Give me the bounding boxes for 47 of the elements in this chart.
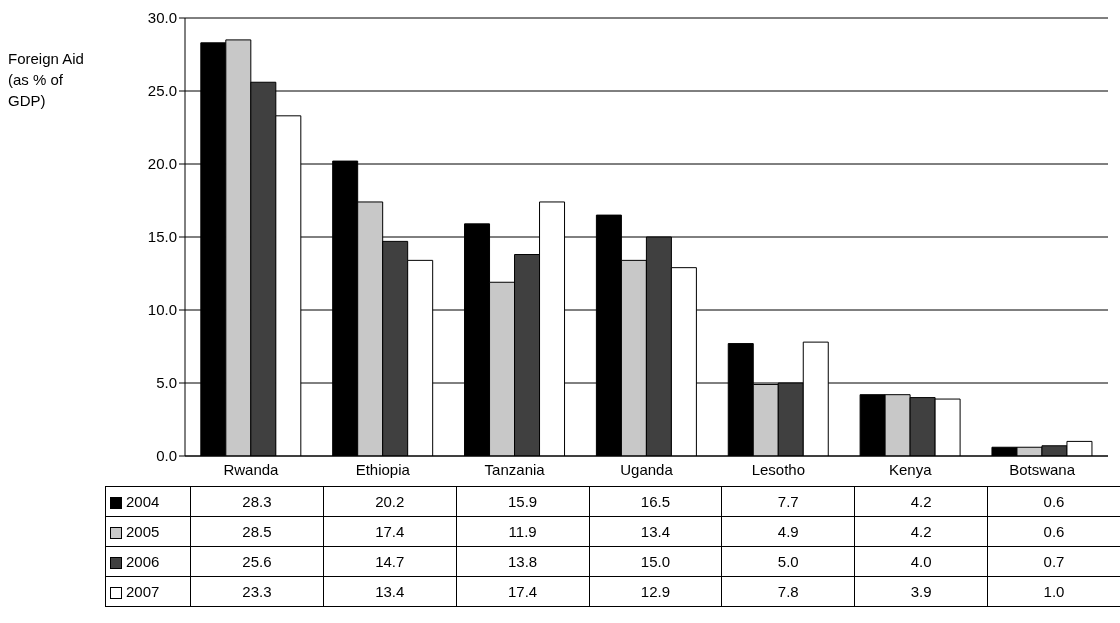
y-axis-title: Foreign Aid (as % of GDP)	[8, 49, 85, 111]
data-label: 7.7	[721, 486, 855, 517]
y-tick-label: 15.0	[147, 228, 177, 246]
data-label: 4.0	[854, 546, 988, 577]
data-label: 20.2	[323, 486, 457, 517]
y-tick-label: 0.0	[156, 447, 177, 465]
data-label: 15.0	[589, 546, 722, 577]
data-label: 13.8	[456, 546, 590, 577]
data-label: 5.0	[721, 546, 855, 577]
data-label: 28.3	[190, 486, 324, 517]
data-label: 23.3	[190, 576, 324, 607]
data-label: 12.9	[589, 576, 722, 607]
data-label: 15.9	[456, 486, 590, 517]
data-label: 14.7	[323, 546, 457, 577]
data-label: 1.0	[987, 576, 1120, 607]
legend-label: 2005	[126, 523, 160, 540]
x-tick-label: Botswana	[1009, 460, 1076, 478]
data-label: 16.5	[589, 486, 722, 517]
data-label: 13.4	[323, 576, 457, 607]
data-label: 28.5	[190, 516, 324, 547]
data-label: 3.9	[854, 576, 988, 607]
data-label: 0.7	[987, 546, 1120, 577]
x-tick-label: Tanzania	[484, 460, 546, 478]
y-tick-label: 10.0	[147, 301, 177, 319]
data-label: 4.9	[721, 516, 855, 547]
legend-label: 2006	[126, 553, 160, 570]
data-label: 4.2	[854, 486, 988, 517]
data-label: 17.4	[456, 576, 590, 607]
y-tick-label: 25.0	[147, 82, 177, 100]
data-label: 25.6	[190, 546, 324, 577]
x-tick-label: Lesotho	[751, 460, 806, 478]
data-label: 17.4	[323, 516, 457, 547]
data-label: 11.9	[456, 516, 590, 547]
y-tick-label: 5.0	[156, 374, 177, 392]
data-label: 4.2	[854, 516, 988, 547]
legend-label: 2007	[126, 583, 160, 600]
data-label: 13.4	[589, 516, 722, 547]
x-tick-label: Rwanda	[223, 460, 280, 478]
legend-label: 2004	[126, 493, 160, 510]
y-tick-label: 20.0	[147, 155, 177, 173]
data-label: 0.6	[987, 516, 1120, 547]
data-label: 0.6	[987, 486, 1120, 517]
x-tick-label: Kenya	[888, 460, 933, 478]
x-tick-label: Uganda	[620, 460, 674, 478]
y-tick-label: 30.0	[147, 9, 177, 27]
x-tick-label: Ethiopia	[355, 460, 411, 478]
data-label: 7.8	[721, 576, 855, 607]
